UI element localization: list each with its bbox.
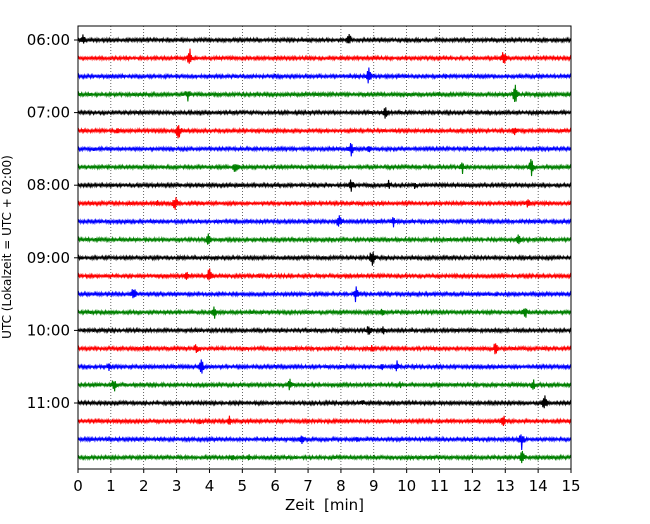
- x-axis-label: Zeit [min]: [285, 496, 364, 514]
- trace-0615: [77, 48, 572, 64]
- trace-0930: [77, 286, 572, 303]
- trace-1100: [77, 395, 572, 409]
- trace-1045: [77, 378, 572, 392]
- trace-0715: [77, 125, 572, 139]
- trace-0900: [77, 251, 572, 266]
- x-tick-label: 3: [172, 477, 182, 495]
- plot-area: [78, 26, 571, 469]
- x-tick-label: 8: [336, 477, 346, 495]
- grid-layer: [110, 26, 539, 469]
- x-axis: 0 1 2 3 4 5 6 7 8 9 10 11 12 13 14 15: [73, 469, 581, 495]
- x-tick-label: 1: [106, 477, 116, 495]
- trace-0830: [77, 215, 572, 228]
- trace-1115: [77, 415, 572, 427]
- trace-1015: [77, 343, 572, 355]
- trace-1000: [77, 326, 572, 335]
- trace-1145: [77, 450, 572, 464]
- trace-1130: [77, 434, 572, 450]
- trace-0745: [77, 158, 572, 177]
- x-tick-label: 4: [205, 477, 215, 495]
- y-axis: 06:00 07:00 08:00 09:00 10:00 11:00: [27, 31, 78, 412]
- y-tick-label: 11:00: [27, 394, 70, 412]
- trace-0815: [77, 197, 572, 210]
- x-tick-label: 2: [139, 477, 149, 495]
- x-tick-label: 6: [270, 477, 280, 495]
- y-tick-label: 06:00: [27, 31, 70, 49]
- x-tick-label: 15: [561, 477, 580, 495]
- trace-layer: [77, 33, 572, 464]
- trace-0700: [77, 107, 572, 119]
- trace-1030: [77, 359, 572, 374]
- x-tick-label: 11: [430, 477, 449, 495]
- plot-frame: [77, 25, 572, 470]
- y-tick-label: 08:00: [27, 176, 70, 194]
- trace-0800: [77, 179, 572, 192]
- x-tick-label: 14: [529, 477, 548, 495]
- x-tick-label: 13: [496, 477, 515, 495]
- trace-0600: [77, 33, 572, 44]
- trace-0730: [77, 142, 572, 157]
- x-tick-label: 9: [369, 477, 379, 495]
- x-tick-label: 5: [238, 477, 248, 495]
- x-tick-label: 7: [303, 477, 313, 495]
- trace-0630: [77, 67, 572, 84]
- y-axis-label: UTC (Lokalzeit = UTC + 02:00): [0, 155, 14, 339]
- trace-0845: [77, 233, 572, 245]
- y-tick-label: 09:00: [27, 249, 70, 267]
- x-tick-label: 10: [397, 477, 416, 495]
- y-tick-label: 10:00: [27, 321, 70, 339]
- trace-0645: [77, 84, 572, 103]
- trace-0945: [77, 306, 572, 319]
- x-tick-label: 12: [463, 477, 482, 495]
- trace-0915: [77, 268, 572, 281]
- x-tick-label: 0: [73, 477, 83, 495]
- y-tick-label: 07:00: [27, 104, 70, 122]
